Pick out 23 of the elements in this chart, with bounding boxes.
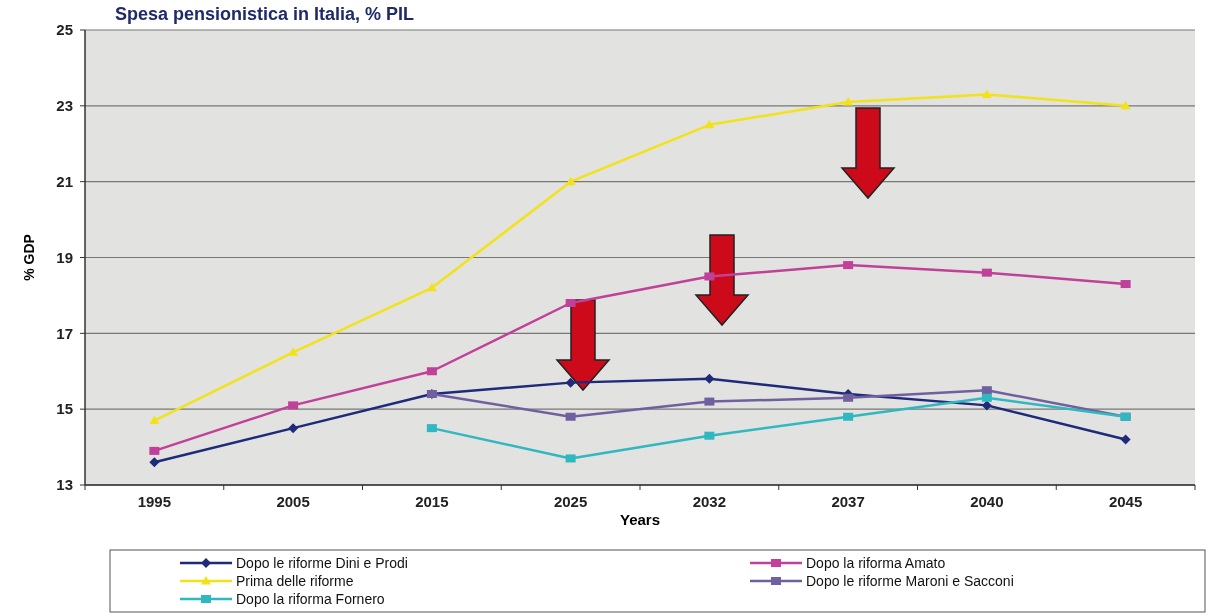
x-tick-label: 2032 [692,493,727,510]
x-tick-label: 1995 [137,493,172,510]
legend-label: Dopo la riforma Fornero [236,590,385,607]
x-tick-label: 2015 [415,493,449,510]
legend-label: Prima delle riforme [236,572,354,589]
y-tick-label: 19 [56,248,73,266]
y-tick-label: 23 [56,97,73,115]
y-tick-label: 13 [56,476,73,494]
x-axis-title: Years [619,511,661,528]
legend-label: Dopo la riforma Amato [806,554,946,571]
y-axis-title: % GDP [21,234,37,281]
x-tick-label: 2025 [553,493,588,510]
y-tick-label: 15 [56,400,73,418]
legend-label: Dopo le riforme Dini e Prodi [236,554,408,571]
chart-title: Spesa pensionistica in Italia, % PIL [115,4,415,24]
y-tick-label: 17 [56,324,73,342]
x-tick-label: 2005 [276,493,310,510]
y-tick-label: 25 [56,21,73,39]
x-tick-label: 2040 [970,493,1004,510]
legend-label: Dopo le riforme Maroni e Sacconi [806,572,1014,589]
y-tick-label: 21 [56,172,73,190]
x-tick-label: 2045 [1108,493,1143,510]
x-tick-label: 2037 [831,493,865,510]
